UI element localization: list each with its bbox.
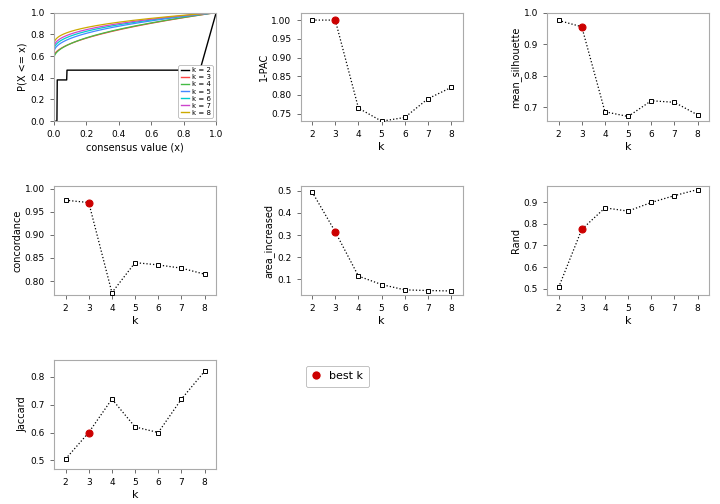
X-axis label: k: k — [625, 316, 631, 326]
Y-axis label: mean_silhouette: mean_silhouette — [510, 26, 521, 107]
Y-axis label: Jaccard: Jaccard — [18, 397, 28, 432]
Y-axis label: area_increased: area_increased — [264, 204, 274, 278]
Legend: k = 2, k = 3, k = 4, k = 5, k = 6, k = 7, k = 8: k = 2, k = 3, k = 4, k = 5, k = 6, k = 7… — [179, 66, 212, 118]
Legend: best k: best k — [306, 366, 369, 387]
X-axis label: k: k — [132, 316, 138, 326]
Y-axis label: 1-PAC: 1-PAC — [258, 53, 269, 81]
X-axis label: k: k — [132, 489, 138, 499]
X-axis label: k: k — [625, 142, 631, 152]
X-axis label: k: k — [378, 142, 385, 152]
X-axis label: consensus value (x): consensus value (x) — [86, 142, 184, 152]
Y-axis label: P(X <= x): P(X <= x) — [18, 43, 28, 91]
Y-axis label: concordance: concordance — [12, 210, 22, 272]
Y-axis label: Rand: Rand — [511, 228, 521, 253]
X-axis label: k: k — [378, 316, 385, 326]
